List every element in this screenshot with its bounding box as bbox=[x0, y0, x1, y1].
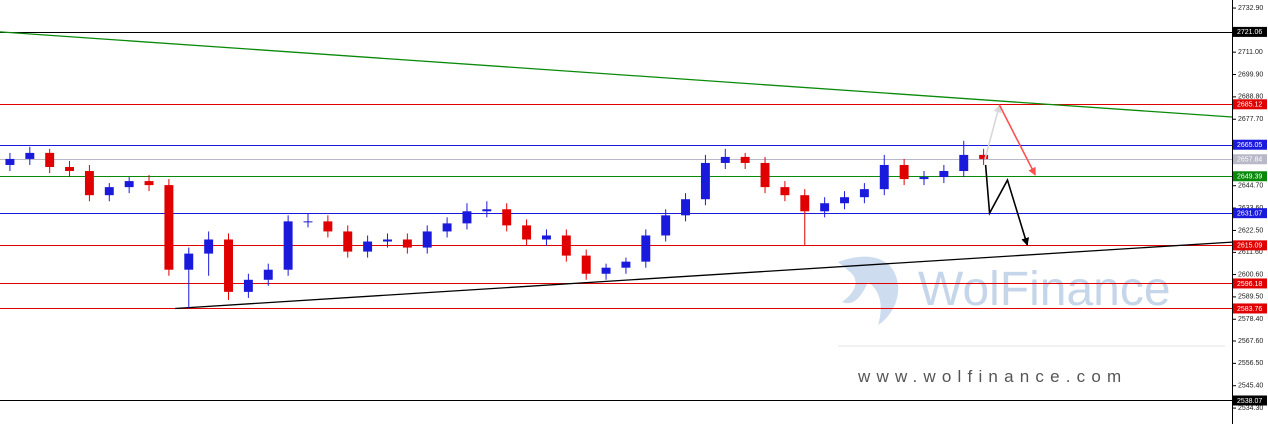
candle-body bbox=[164, 185, 174, 270]
candle-body bbox=[959, 154, 969, 172]
candle-body bbox=[740, 156, 750, 163]
level-label-box bbox=[1233, 303, 1267, 314]
candle-body bbox=[720, 156, 730, 163]
candle-body bbox=[303, 221, 313, 223]
level-label-box bbox=[1233, 240, 1267, 251]
candle-body bbox=[780, 187, 790, 196]
candle-body bbox=[462, 211, 472, 224]
level-label-box bbox=[1233, 154, 1267, 165]
candle-body bbox=[899, 164, 909, 180]
candle-body bbox=[820, 203, 830, 212]
y-tick-label: 2545.40 bbox=[1238, 383, 1263, 390]
candle-body bbox=[5, 158, 15, 165]
candle-body bbox=[343, 231, 353, 252]
candle-body bbox=[601, 267, 611, 274]
y-tick-label: 2711.00 bbox=[1238, 49, 1263, 56]
candle-body bbox=[263, 269, 273, 280]
level-label-box bbox=[1233, 139, 1267, 150]
candle-body bbox=[84, 171, 94, 196]
candle-body bbox=[641, 235, 651, 262]
projection-arrow bbox=[998, 104, 1036, 176]
candle-body bbox=[840, 197, 849, 204]
level-label: 2538.07 bbox=[1237, 398, 1262, 405]
y-tick-label: 2600.60 bbox=[1238, 271, 1263, 278]
level-label: 2665.05 bbox=[1237, 142, 1262, 149]
candle-body bbox=[621, 261, 631, 268]
watermark-url: www.wolfinance.com bbox=[857, 367, 1127, 386]
y-tick-label: 2732.90 bbox=[1238, 5, 1263, 12]
candle-body bbox=[422, 231, 432, 248]
level-label: 2685.12 bbox=[1237, 102, 1262, 109]
candle-body bbox=[402, 239, 412, 248]
level-label-box bbox=[1233, 208, 1267, 219]
watermark: WolFinance www.wolfinance.com bbox=[838, 256, 1171, 386]
y-tick-label: 2556.50 bbox=[1238, 360, 1263, 367]
y-tick-label: 2567.60 bbox=[1238, 338, 1263, 345]
level-label-box bbox=[1233, 395, 1267, 406]
candle-body bbox=[363, 241, 373, 252]
projection-arrow bbox=[984, 164, 1030, 246]
candle-body bbox=[25, 152, 35, 159]
y-tick-label: 2688.80 bbox=[1238, 94, 1263, 101]
y-tick-label: 2622.50 bbox=[1238, 227, 1263, 234]
candle-body bbox=[681, 199, 691, 216]
candle-body bbox=[144, 181, 154, 186]
candle-body bbox=[979, 154, 989, 159]
y-tick-label: 2699.90 bbox=[1238, 71, 1263, 78]
candle-body bbox=[482, 209, 492, 212]
y-tick-label: 2677.70 bbox=[1238, 116, 1263, 123]
level-label-box bbox=[1233, 99, 1267, 110]
level-label: 2657.84 bbox=[1237, 157, 1262, 164]
watermark-logo bbox=[838, 256, 899, 325]
trendline bbox=[0, 31, 1233, 118]
candle-body bbox=[502, 209, 512, 226]
candle-body bbox=[859, 189, 869, 198]
candle-body bbox=[224, 239, 233, 292]
y-tick-label: 2578.40 bbox=[1238, 316, 1263, 323]
candle-body bbox=[661, 215, 671, 236]
trendline bbox=[174, 241, 1233, 310]
candle-body bbox=[800, 195, 810, 212]
level-label-box bbox=[1233, 171, 1267, 182]
level-label-box bbox=[1233, 26, 1267, 37]
y-tick-label: 2534.30 bbox=[1238, 405, 1263, 412]
level-label: 2721.06 bbox=[1237, 29, 1262, 36]
candle-body bbox=[45, 152, 55, 167]
candle-body bbox=[541, 235, 551, 240]
y-tick-label: 2611.60 bbox=[1238, 249, 1263, 256]
candle-body bbox=[243, 279, 253, 292]
candle-body bbox=[760, 162, 770, 188]
projection-arrow bbox=[984, 104, 1002, 160]
candle-body bbox=[442, 223, 452, 232]
candle-body bbox=[561, 235, 571, 256]
candle-body bbox=[204, 239, 214, 254]
candle-body bbox=[65, 166, 75, 172]
candle-body bbox=[104, 187, 114, 196]
candle-body bbox=[879, 164, 889, 190]
level-label: 2615.09 bbox=[1237, 243, 1262, 250]
candle-body bbox=[581, 255, 591, 274]
candle-body bbox=[919, 177, 929, 180]
watermark-brand: WolFinance bbox=[918, 263, 1171, 316]
candle-body bbox=[323, 221, 333, 232]
level-label: 2649.39 bbox=[1237, 174, 1262, 181]
candle-body bbox=[700, 162, 710, 200]
candle-body bbox=[124, 181, 134, 188]
candle-body bbox=[522, 225, 532, 240]
candle-body bbox=[184, 253, 194, 270]
candle-body bbox=[939, 171, 949, 178]
y-tick-label: 2644.70 bbox=[1238, 183, 1263, 190]
level-label: 2583.76 bbox=[1237, 306, 1262, 313]
level-label-box bbox=[1233, 278, 1267, 289]
y-tick-label: 2589.50 bbox=[1238, 294, 1263, 301]
level-label: 2596.18 bbox=[1237, 281, 1262, 288]
candle-body bbox=[383, 239, 392, 242]
candle-body bbox=[283, 221, 293, 270]
level-label: 2631.07 bbox=[1237, 211, 1262, 218]
